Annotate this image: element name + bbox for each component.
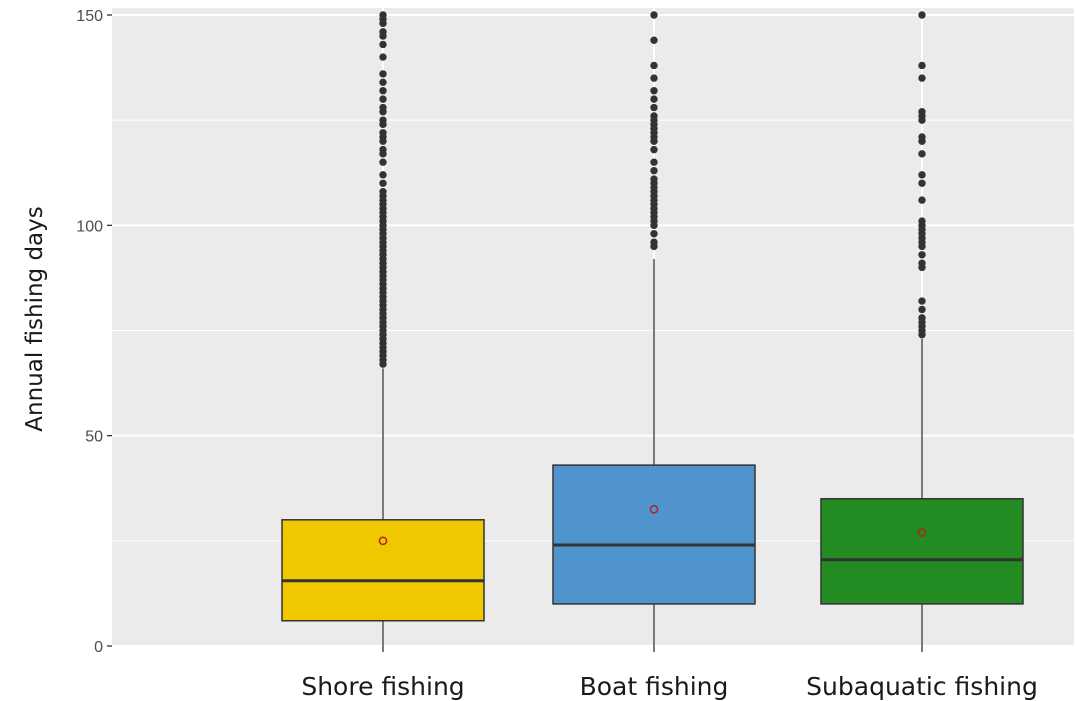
box-subaquatic-fishing — [820, 11, 1024, 646]
outlier-point — [650, 36, 658, 44]
outlier-point — [650, 145, 658, 154]
mean-marker — [378, 536, 388, 546]
outlier-point — [379, 87, 387, 95]
mean-marker — [649, 504, 659, 514]
x-category-label: Subaquatic fishing — [806, 672, 1038, 701]
mean-marker — [917, 528, 927, 537]
outlier-point — [379, 187, 387, 196]
y-tick-label: 100 — [76, 218, 103, 235]
outlier-point — [379, 145, 387, 154]
outlier-point — [918, 61, 926, 70]
iqr-box — [281, 519, 485, 622]
boxes — [281, 11, 1024, 646]
y-tick-label: 0 — [94, 639, 103, 656]
outlier-point — [650, 103, 658, 112]
outlier-point — [379, 28, 387, 36]
outlier-point — [379, 179, 387, 187]
outlier-point — [650, 112, 658, 120]
y-tick-label: 50 — [85, 429, 103, 446]
y-axis-title: Annual fishing days — [22, 206, 48, 431]
x-category-label: Boat fishing — [580, 672, 729, 701]
outlier-point — [918, 150, 926, 158]
outlier-point — [650, 230, 658, 238]
outlier-point — [650, 87, 658, 95]
outlier-point — [650, 61, 658, 70]
outlier-point — [918, 196, 926, 204]
outlier-point — [379, 11, 387, 19]
outlier-point — [379, 171, 387, 179]
outlier-point — [650, 158, 658, 166]
outlier-point — [918, 171, 926, 179]
outlier-point — [650, 11, 658, 19]
outlier-point — [650, 95, 658, 103]
iqr-box — [552, 464, 756, 605]
outlier-point — [918, 133, 926, 141]
outlier-point — [379, 40, 387, 49]
outlier-point — [918, 251, 926, 259]
outlier-point — [918, 305, 926, 314]
outlier-point — [918, 74, 926, 82]
outlier-point — [918, 179, 926, 187]
outlier-point — [918, 259, 926, 267]
outlier-point — [650, 175, 658, 183]
outlier-point — [918, 11, 926, 19]
x-category-label: Shore fishing — [301, 672, 464, 701]
outlier-point — [379, 78, 387, 87]
outlier-point — [379, 53, 387, 61]
outlier-point — [379, 158, 387, 166]
box-shore-fishing — [281, 11, 485, 646]
outlier-point — [918, 108, 926, 116]
outlier-point — [650, 74, 658, 82]
outlier-point — [379, 103, 387, 112]
y-tick-label: 150 — [76, 8, 103, 25]
x-axis: Shore fishing Boat fishing Subaquatic fish… — [301, 646, 1038, 701]
outlier-point — [379, 116, 387, 124]
box-boat-fishing — [552, 11, 756, 646]
outlier-point — [918, 297, 926, 305]
outlier-point — [650, 238, 658, 246]
outlier-point — [650, 166, 658, 175]
outlier-point — [918, 217, 926, 225]
outlier-point — [379, 95, 387, 103]
iqr-box — [820, 498, 1024, 605]
y-axis: 0 50 100 150 — [76, 8, 112, 656]
outlier-point — [379, 70, 387, 78]
outlier-point — [379, 129, 387, 137]
outlier-point — [918, 314, 926, 322]
